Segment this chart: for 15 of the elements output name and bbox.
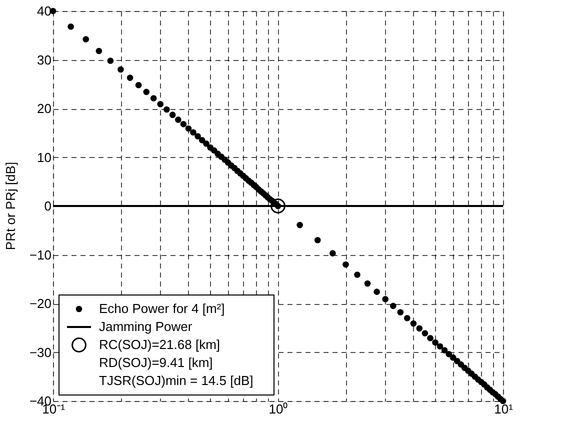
annotation: TJSR(SOJ)min = 14.5 [dB]	[99, 373, 254, 388]
legend-label: RC(SOJ)=21.68 [km]	[99, 337, 220, 352]
y-tick-label: −30	[29, 344, 52, 360]
y-tick-label: −20	[29, 296, 52, 311]
legend-label: Echo Power for 4 [m²]	[99, 301, 225, 316]
annotation: RD(SOJ)=9.41 [km]	[99, 355, 213, 370]
x-tick-label: 10¹	[494, 402, 514, 416]
x-tick-label: 10⁰	[268, 402, 288, 416]
y-tick-label: 10	[37, 150, 52, 165]
y-axis-title: PRt or PRj [dB]	[3, 162, 18, 250]
y-tick-label: 0	[44, 198, 52, 214]
y-tick-label: 30	[37, 52, 52, 68]
y-tick-label: 20	[37, 101, 52, 116]
y-tick-label: −10	[29, 247, 52, 262]
legend-label: Jamming Power	[99, 319, 193, 334]
